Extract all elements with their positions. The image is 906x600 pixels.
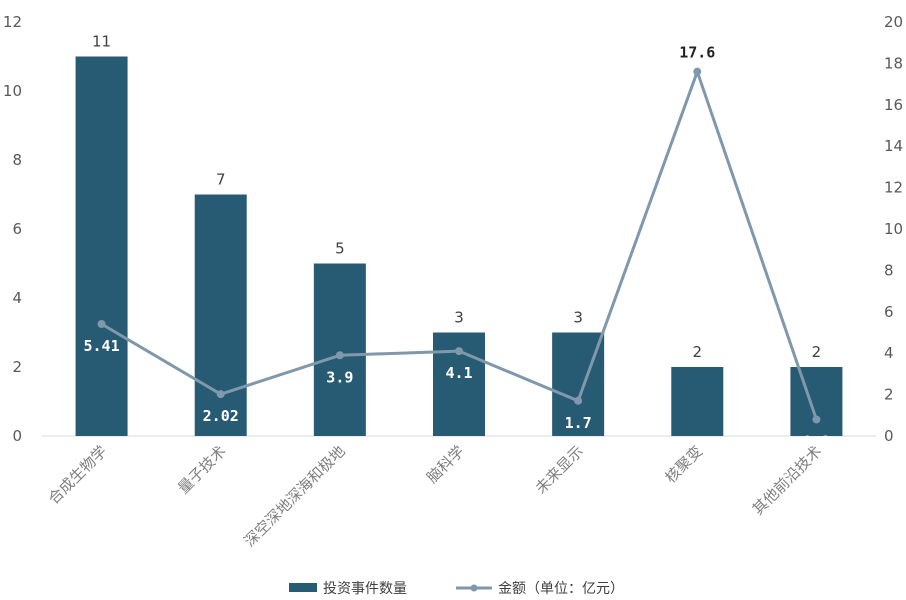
left-tick-label: 4 <box>12 289 22 307</box>
line-value-label: 3.9 <box>326 368 353 386</box>
right-tick-label: 18 <box>884 54 903 72</box>
left-tick-label: 0 <box>12 427 22 445</box>
bar <box>313 263 366 436</box>
line-data-labels: 5.41 2.02 3.9 4.1 1.7 17.6 0.8 <box>84 44 830 451</box>
right-y-axis: 0 2 4 6 8 10 12 14 16 18 20 <box>884 13 903 445</box>
bar <box>75 56 128 436</box>
category-label: 其他前沿技术 <box>749 442 825 518</box>
category-label: 深空深地深海和极地 <box>240 442 348 550</box>
line-value-label: 1.7 <box>565 414 592 432</box>
line-value-label: 0.8 <box>803 432 830 450</box>
bar-value-label: 3 <box>454 309 464 327</box>
line-point <box>455 347 463 356</box>
legend-swatch-bar <box>289 583 317 592</box>
category-label: 量子技术 <box>174 442 229 497</box>
line-value-label: 4.1 <box>445 364 472 382</box>
line-point <box>335 351 344 360</box>
left-y-axis: 0 2 4 6 8 10 12 <box>3 13 22 445</box>
line-value-label: 5.41 <box>84 337 120 355</box>
bar-value-label: 7 <box>216 171 226 189</box>
left-tick-label: 10 <box>3 82 22 100</box>
category-label: 核聚变 <box>662 442 707 487</box>
right-tick-label: 6 <box>884 303 894 321</box>
right-tick-label: 2 <box>884 386 894 404</box>
legend-label-line: 金额（单位：亿元） <box>498 581 624 597</box>
category-label: 未来显示 <box>532 442 587 497</box>
category-axis: 合成生物学 量子技术 深空深地深海和极地 脑科学 未来显示 核聚变 其他前沿技术 <box>45 442 826 550</box>
bar-value-label: 11 <box>92 33 111 51</box>
legend-swatch-marker <box>470 584 478 592</box>
bar-value-label: 2 <box>812 343 822 361</box>
right-tick-label: 10 <box>884 220 903 238</box>
category-label: 脑科学 <box>423 442 468 487</box>
line-point <box>693 67 702 76</box>
bar-value-label: 3 <box>573 309 583 327</box>
line-value-label: 2.02 <box>203 407 239 425</box>
line-series <box>97 67 821 424</box>
legend-label-bar: 投资事件数量 <box>323 581 407 597</box>
legend: 投资事件数量 金额（单位：亿元） <box>289 581 624 597</box>
bar <box>194 194 247 436</box>
right-tick-label: 16 <box>884 96 903 114</box>
right-tick-label: 20 <box>884 13 903 31</box>
line-point <box>812 415 821 424</box>
line-point <box>216 390 225 399</box>
left-tick-label: 12 <box>3 13 22 31</box>
bar-data-labels: 11 7 5 3 3 2 2 <box>92 33 821 362</box>
bar <box>790 367 843 436</box>
bar-value-label: 2 <box>693 343 703 361</box>
right-tick-label: 8 <box>884 261 894 279</box>
bar <box>671 367 724 436</box>
line-point <box>574 396 583 405</box>
line-value-label: 17.6 <box>679 44 715 62</box>
bar-value-label: 5 <box>335 240 345 258</box>
left-tick-label: 2 <box>12 358 22 376</box>
line-point <box>97 320 106 329</box>
left-tick-label: 6 <box>12 220 22 238</box>
right-tick-label: 12 <box>884 179 903 197</box>
left-tick-label: 8 <box>12 151 22 169</box>
right-tick-label: 14 <box>884 137 903 155</box>
right-tick-label: 4 <box>884 344 894 362</box>
right-tick-label: 0 <box>884 427 894 445</box>
category-label: 合成生物学 <box>45 442 111 508</box>
